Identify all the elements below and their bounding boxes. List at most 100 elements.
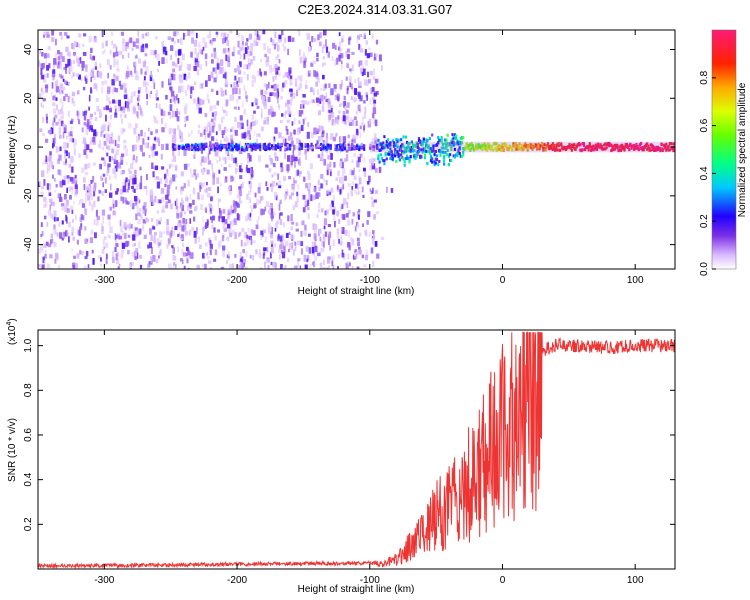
heatmap-cell [594, 146, 597, 150]
heatmap-cell [80, 223, 83, 227]
heatmap-cell [588, 142, 591, 146]
heatmap-cell [351, 192, 354, 197]
heatmap-cell [71, 177, 75, 184]
heatmap-cell [359, 60, 363, 66]
heatmap-cell [58, 53, 62, 60]
heatmap-cell [204, 134, 207, 140]
heatmap-cell [512, 142, 515, 146]
heatmap-cell [327, 101, 331, 109]
heatmap-cell [228, 207, 232, 211]
heatmap-cell [238, 96, 241, 100]
heatmap-cell [337, 145, 341, 149]
heatmap-cell [273, 152, 277, 158]
heatmap-cell [640, 147, 643, 150]
heatmap-cell [313, 241, 316, 248]
heatmap-cell [235, 168, 239, 173]
heatmap-cell [581, 142, 584, 145]
heatmap-cell [361, 122, 365, 127]
heatmap-cell [384, 153, 387, 157]
heatmap-cell [431, 149, 434, 153]
heatmap-cell [186, 63, 189, 70]
heatmap-cell [459, 142, 462, 146]
heatmap-cell [100, 125, 104, 132]
heatmap-cell [327, 98, 331, 105]
heatmap-cell [261, 233, 264, 237]
heatmap-cell [242, 258, 246, 263]
heatmap-cell [222, 38, 225, 44]
heatmap-cell [120, 128, 124, 135]
heatmap-cell [317, 154, 320, 158]
heatmap-cell [326, 209, 329, 215]
heatmap-cell [237, 214, 241, 221]
heatmap-cell [422, 139, 425, 143]
heatmap-cell [351, 119, 355, 127]
heatmap-cell [177, 246, 179, 253]
heatmap-cell [319, 125, 321, 132]
heatmap-cell [125, 44, 128, 52]
heatmap-cell [396, 145, 399, 149]
heatmap-cell [317, 192, 321, 197]
heatmap-cell [335, 177, 338, 181]
heatmap-cell [306, 131, 310, 139]
heatmap-cell [48, 192, 52, 196]
heatmap-cell [360, 145, 363, 149]
heatmap-cell [222, 109, 226, 113]
heatmap-cell [231, 144, 234, 148]
heatmap-cell [117, 135, 121, 142]
heatmap-cell [134, 199, 138, 206]
heatmap-cell [520, 146, 523, 150]
heatmap-cell [172, 174, 176, 182]
heatmap-cell [224, 72, 227, 79]
heatmap-cell [349, 262, 351, 267]
heatmap-cell [234, 253, 237, 258]
heatmap-cell [245, 234, 249, 239]
heatmap-cell [654, 148, 657, 152]
heatmap-cell [307, 199, 310, 207]
heatmap-cell [334, 59, 337, 66]
heatmap-cell [177, 223, 180, 228]
heatmap-cell [267, 265, 270, 269]
heatmap-cell [478, 145, 482, 149]
heatmap-cell [47, 130, 51, 134]
heatmap-cell [296, 145, 299, 150]
heatmap-cell [423, 147, 427, 151]
heatmap-cell [62, 78, 65, 82]
heatmap-cell [256, 133, 260, 137]
heatmap-cell [284, 38, 287, 44]
heatmap-cell [584, 148, 587, 152]
heatmap-cell [65, 135, 68, 140]
heatmap-cell [163, 231, 166, 235]
heatmap-cell [167, 36, 171, 41]
heatmap-cell [232, 263, 234, 269]
heatmap-cell [55, 252, 59, 260]
heatmap-cell [48, 63, 51, 69]
heatmap-cell [90, 87, 92, 94]
heatmap-cell [110, 31, 114, 36]
heatmap-cell [610, 143, 613, 147]
heatmap-cell [206, 181, 208, 186]
heatmap-cell [412, 145, 415, 149]
heatmap-cell [345, 213, 349, 218]
heatmap-cell [84, 238, 88, 244]
heatmap-cell [84, 110, 87, 116]
heatmap-cell [132, 158, 134, 164]
heatmap-cell [673, 142, 675, 146]
heatmap-cell [232, 95, 235, 101]
heatmap-cell [83, 122, 87, 126]
heatmap-cell [227, 186, 231, 191]
heatmap-cell [80, 250, 84, 255]
heatmap-cell [249, 212, 252, 217]
heatmap-cell [133, 250, 137, 258]
heatmap-cell [282, 74, 286, 78]
heatmap-cell [230, 205, 233, 210]
heatmap-cell [112, 256, 115, 263]
heatmap-cell [285, 110, 288, 115]
heatmap-cell [323, 84, 326, 91]
heatmap-cell [134, 256, 137, 260]
heatmap-cell [60, 35, 63, 41]
heatmap-cell [270, 239, 274, 245]
heatmap-cell [266, 201, 270, 207]
heatmap-cell [513, 144, 516, 148]
colorbar-frame [711, 29, 737, 270]
heatmap-cell [165, 58, 168, 64]
